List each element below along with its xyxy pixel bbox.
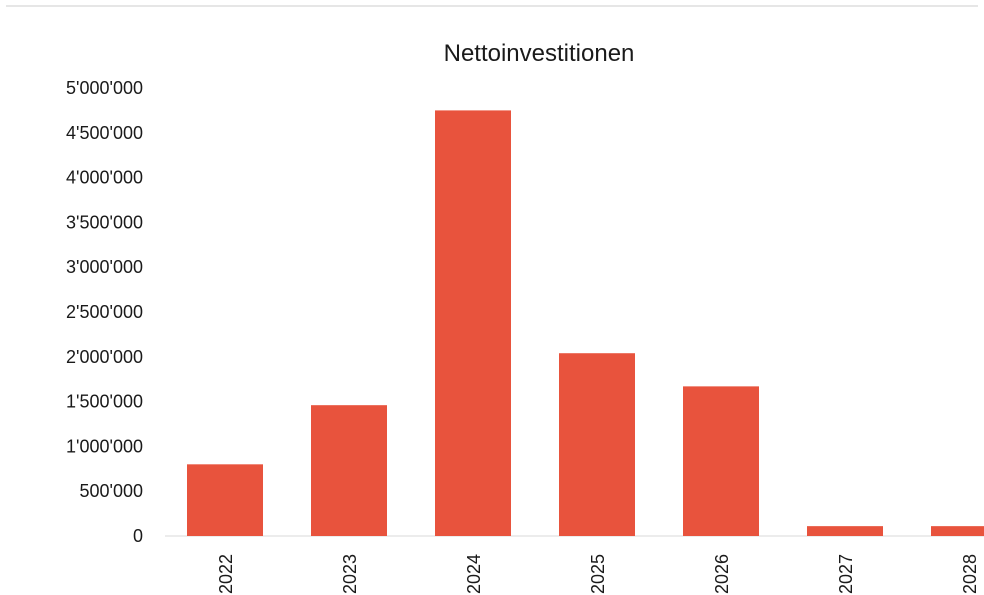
x-tick-label: 2028 — [960, 554, 980, 594]
y-tick-label: 500'000 — [79, 481, 143, 501]
bar-2027 — [807, 526, 883, 536]
bar-2026 — [683, 386, 759, 536]
bar-2028 — [931, 526, 984, 536]
x-axis: 2022 2023 2024 2025 2026 2027 2028 — [216, 554, 980, 594]
y-tick-label: 1'500'000 — [66, 392, 143, 412]
y-tick-label: 2'500'000 — [66, 302, 143, 322]
bars — [165, 110, 984, 537]
x-tick-label: 2022 — [216, 554, 236, 594]
y-tick-label: 2'000'000 — [66, 347, 143, 367]
chart-title: Nettoinvestitionen — [444, 40, 635, 67]
y-tick-label: 3'000'000 — [66, 257, 143, 277]
bar-2024 — [435, 110, 511, 537]
x-tick-label: 2023 — [340, 554, 360, 594]
y-tick-label: 5'000'000 — [66, 78, 143, 98]
bar-2022 — [187, 464, 263, 536]
bar-2025 — [559, 353, 635, 536]
y-tick-label: 1'000'000 — [66, 436, 143, 456]
x-tick-label: 2024 — [464, 554, 484, 594]
y-tick-label: 0 — [133, 526, 143, 546]
y-tick-label: 4'000'000 — [66, 168, 143, 188]
y-tick-label: 3'500'000 — [66, 212, 143, 232]
x-tick-label: 2026 — [712, 554, 732, 594]
y-tick-label: 4'500'000 — [66, 123, 143, 143]
x-tick-label: 2027 — [836, 554, 856, 594]
y-axis: 0 500'000 1'000'000 1'500'000 2'000'000 2'500… — [66, 78, 143, 546]
x-tick-label: 2025 — [588, 554, 608, 594]
bar-2023 — [311, 405, 387, 536]
